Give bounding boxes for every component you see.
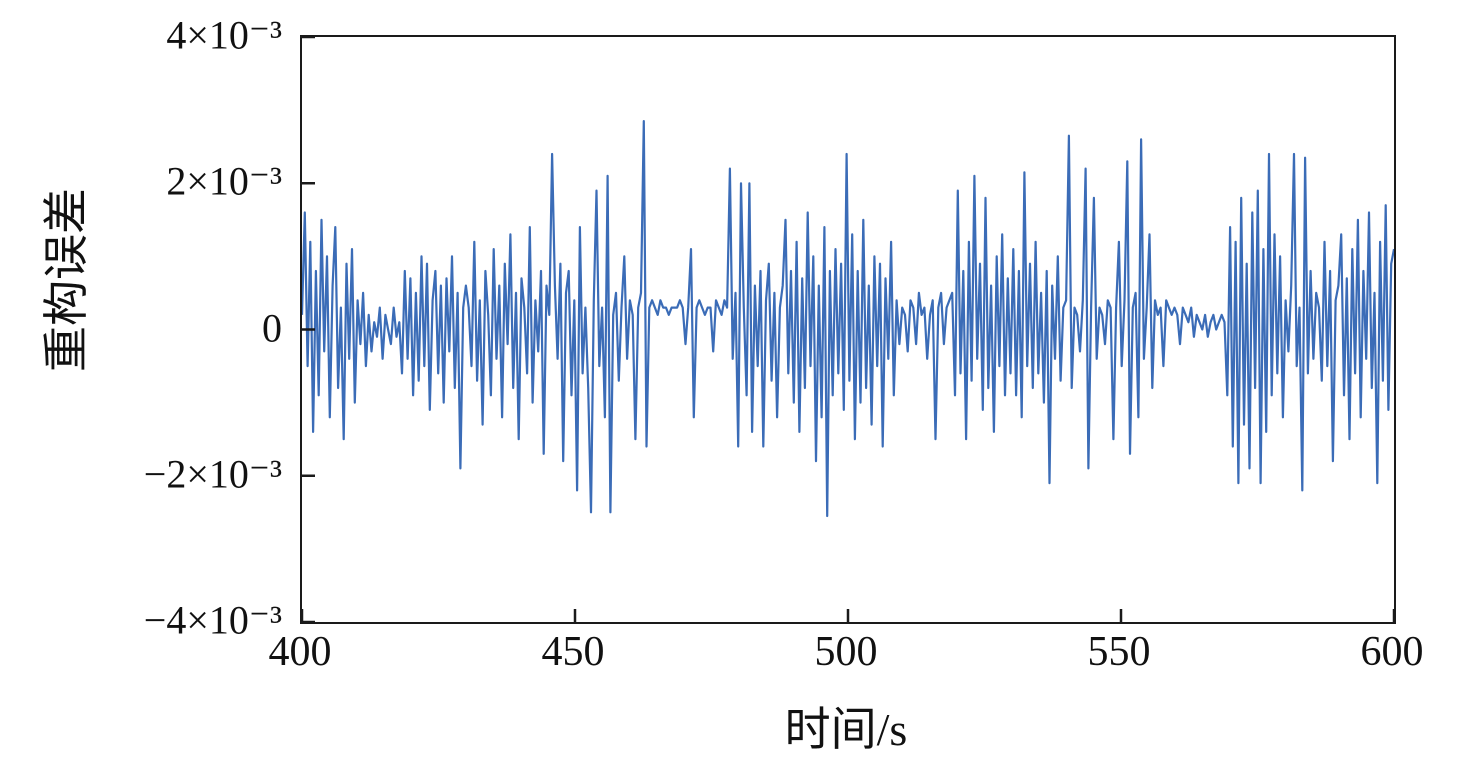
x-tick-label: 450 (541, 629, 605, 675)
y-tick-label: 0 (262, 305, 282, 350)
x-axis-title: 时间/s (784, 704, 908, 755)
y-tick-labels: 4×10⁻³ 2×10⁻³ 0 −2×10⁻³ −4×10⁻³ (0, 13, 292, 643)
x-tick-label: 550 (1087, 629, 1151, 675)
y-tick-label: −2×10⁻³ (143, 451, 282, 497)
x-tick-label: 400 (268, 629, 332, 675)
plot-area (300, 35, 1396, 624)
x-tick-label: 600 (1360, 629, 1424, 675)
x-tick-label: 500 (814, 629, 878, 675)
error-signal-line (302, 119, 1394, 518)
y-tick-label: 4×10⁻³ (166, 12, 282, 58)
y-tick-label: 2×10⁻³ (166, 158, 282, 204)
x-tick-labels: 400 450 500 550 600 (269, 628, 1424, 678)
plot-canvas (302, 37, 1394, 622)
y-tick-label: −4×10⁻³ (143, 597, 282, 643)
